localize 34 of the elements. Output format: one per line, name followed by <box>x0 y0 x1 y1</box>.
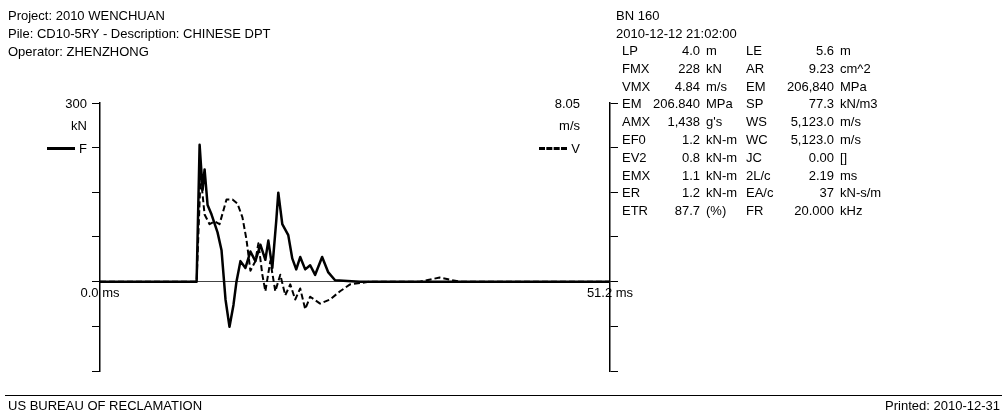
text: EM 206.840 MPa <box>622 96 733 112</box>
text: ETR 87.7 (%) <box>622 203 727 219</box>
text: WS 5,123.0 m/s <box>746 114 861 130</box>
legend-label: F <box>79 140 87 156</box>
text: ER 1.2 kN-m <box>622 185 738 201</box>
text: LE 5.6 m <box>746 43 851 58</box>
text: 300 <box>65 96 87 111</box>
chart-subtitle: Pile: CD10-5RY - Description: CHINESE DPT <box>8 26 271 41</box>
text: LP 4.0 m <box>622 43 717 58</box>
text: EF0 1.2 kN-m <box>622 132 738 147</box>
y-axis-title: kN <box>71 118 87 133</box>
text: EA/c 37 kN-s/m <box>746 185 882 201</box>
x-tick-label: 0.0 ms <box>80 285 120 301</box>
text: BN 160 <box>616 8 660 23</box>
text: 8.05 <box>554 96 580 111</box>
text: SP 77.3 kN/m3 <box>746 96 878 112</box>
text: 2L/c 2.19 ms <box>746 167 858 183</box>
text: 2010-12-12 21:02:00 <box>616 26 737 41</box>
text: FMX 228 kN <box>622 60 722 76</box>
legend-label: V <box>571 140 580 156</box>
text: WC 5,123.0 m/s <box>746 132 861 147</box>
text: US BUREAU OF RECLAMATION <box>8 398 203 412</box>
text: FR 20.000 kHz <box>746 203 863 219</box>
chart-title: Project: 2010 WENCHUAN <box>8 8 165 23</box>
y2-axis-title: m/s <box>559 118 580 133</box>
text: EM 206,840 MPa <box>746 78 867 94</box>
text: Operator: ZHENZHONG <box>8 44 149 59</box>
text: EMX 1.1 kN-m <box>622 167 738 183</box>
text: EV2 0.8 kN-m <box>622 149 738 165</box>
text: Printed: 2010-12-31 <box>885 398 1000 412</box>
text: AMX 1,438 g's <box>622 114 723 130</box>
text: VMX 4.84 m/s <box>622 78 727 94</box>
text: AR 9.23 cm^2 <box>746 60 871 76</box>
text: JC 0.00 [] <box>746 149 848 165</box>
